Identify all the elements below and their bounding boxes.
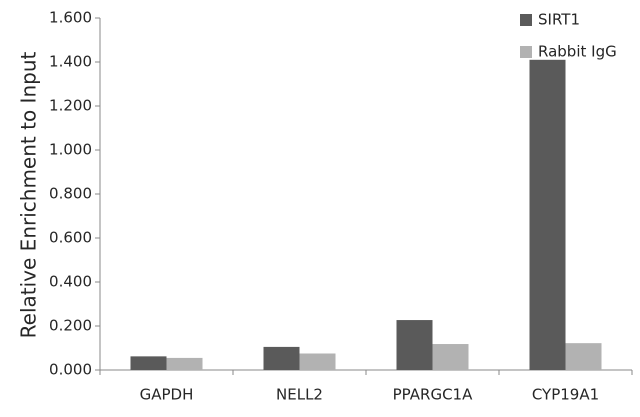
y-tick-label: 1.600 xyxy=(49,9,92,27)
x-tick-label: NELL2 xyxy=(276,386,323,404)
y-tick-label: 0.400 xyxy=(49,273,92,291)
y-tick-label: 0.000 xyxy=(49,361,92,379)
bar xyxy=(299,353,336,370)
bar xyxy=(130,356,167,370)
legend-label: SIRT1 xyxy=(538,11,580,29)
y-tick-label: 0.800 xyxy=(49,185,92,203)
y-tick-label: 1.000 xyxy=(49,141,92,159)
bar xyxy=(529,59,566,371)
y-tick-label: 0.600 xyxy=(49,229,92,247)
bar xyxy=(263,346,300,370)
y-tick-label: 0.200 xyxy=(49,317,92,335)
bar xyxy=(166,357,203,370)
x-tick-label: PPARGC1A xyxy=(393,386,473,404)
y-tick-label: 1.400 xyxy=(49,53,92,71)
x-tick-label: GAPDH xyxy=(140,386,194,404)
legend-label: Rabbit IgG xyxy=(538,43,617,61)
y-tick-label: 1.200 xyxy=(49,97,92,115)
bar xyxy=(432,344,469,370)
bar xyxy=(396,320,433,370)
bar xyxy=(565,343,602,370)
x-tick-label: CYP19A1 xyxy=(532,386,599,404)
legend-swatch xyxy=(520,14,532,26)
y-axis-label: Relative Enrichment to Input xyxy=(17,52,41,339)
legend-swatch xyxy=(520,46,532,58)
